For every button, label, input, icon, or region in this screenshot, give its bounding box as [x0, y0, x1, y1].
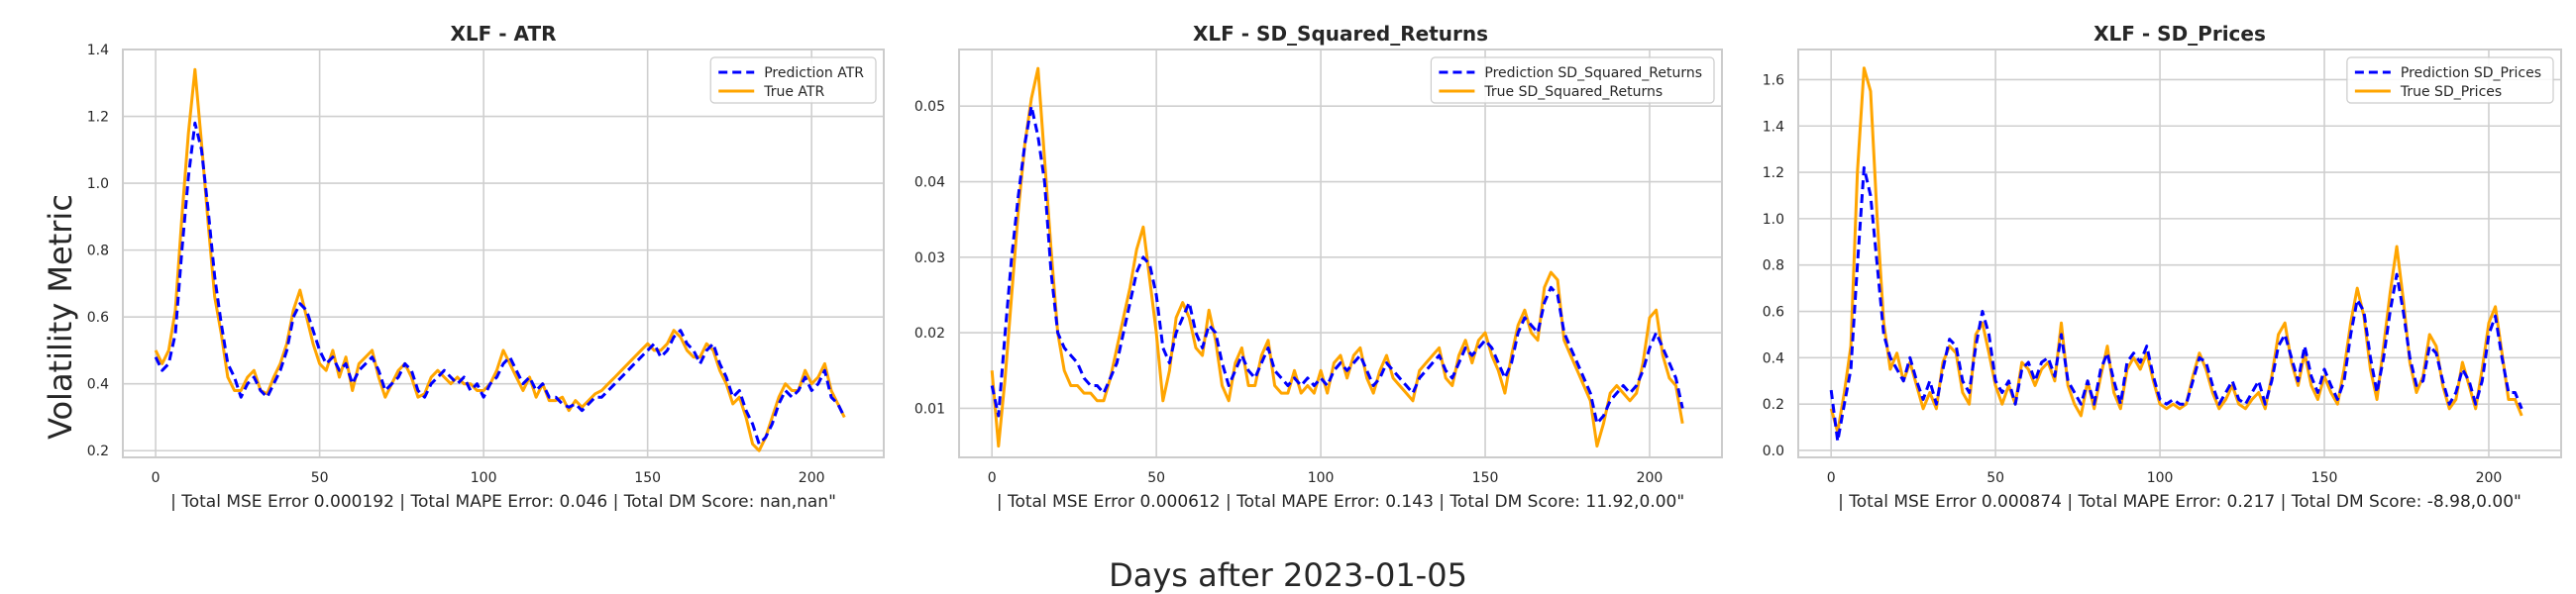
- y-tick-label: 0.01: [914, 401, 945, 417]
- x-tick-label: 0: [1827, 470, 1836, 486]
- y-tick-label: 0.8: [87, 244, 109, 259]
- legend-entry: True SD_Prices: [2400, 84, 2502, 100]
- y-tick-label: 0.4: [87, 377, 109, 393]
- y-tick-label: 1.2: [87, 110, 109, 126]
- y-tick-label: 1.0: [87, 176, 109, 192]
- figure-xlabel: Days after 2023-01-05: [1109, 556, 1467, 594]
- legend: Prediction ATR True ATR: [709, 56, 877, 104]
- x-tick-label: 100: [2147, 470, 2174, 486]
- y-tick-label: 0.03: [914, 250, 945, 266]
- x-tick-label: 150: [2311, 470, 2338, 486]
- legend-entry: Prediction SD_Prices: [2401, 65, 2541, 81]
- y-tick-label: 0.6: [87, 310, 109, 326]
- series-line-true: [990, 66, 1684, 448]
- chart-title: XLF - ATR: [450, 22, 556, 46]
- y-tick-label: 0.0: [1763, 444, 1784, 459]
- x-tick-label: 50: [1147, 470, 1165, 486]
- x-tick-label: 150: [1472, 470, 1499, 486]
- x-tick-label: 100: [1308, 470, 1335, 486]
- legend-entry: True SD_Squared_Returns: [1483, 84, 1663, 100]
- x-tick-label: 150: [634, 470, 661, 486]
- chart-title: XLF - SD_Squared_Returns: [1193, 22, 1488, 46]
- y-tick-label: 0.02: [914, 326, 945, 342]
- legend: Prediction SD_Prices True SD_Prices: [2346, 56, 2554, 104]
- y-tick-label: 1.0: [1763, 212, 1784, 228]
- series-line-prediction: [1829, 165, 2523, 444]
- chart-xlabel: | Total MSE Error 0.000612 | Total MAPE …: [997, 492, 1684, 512]
- chart-panel-2: 0 50 100 150 200 0.01 0.02 0.03 0.04 0.05 XLF - SD…: [914, 22, 1723, 512]
- x-tick-label: 200: [2476, 470, 2503, 486]
- y-tick-label: 0.2: [87, 444, 109, 459]
- chart-panel-3: 0 50 100 150 200 0.0 0.2 0.4 0.6 0.8 1.0 1.2 1.4 1.6 X…: [1763, 22, 2562, 512]
- chart-xlabel: | Total MSE Error 0.000874 | Total MAPE …: [1838, 492, 2522, 512]
- y-tick-label: 1.4: [87, 43, 109, 58]
- chart-panel-1: 0 50 100 150 200 0.2 0.4 0.6 0.8 1.0 1.2 1.4 XLF - A…: [87, 22, 885, 512]
- chart-xlabel: | Total MSE Error 0.000192 | Total MAPE …: [170, 492, 836, 512]
- legend-box: [2346, 56, 2554, 104]
- y-tick-label: 1.4: [1763, 119, 1784, 135]
- y-tick-label: 1.6: [1763, 72, 1784, 88]
- x-tick-label: 50: [311, 470, 329, 486]
- y-tick-label: 0.04: [914, 175, 945, 191]
- x-tick-label: 0: [152, 470, 161, 486]
- legend-box: [1430, 56, 1715, 104]
- x-tick-label: 0: [988, 470, 997, 486]
- plot-frame: [122, 49, 885, 458]
- chart-title: XLF - SD_Prices: [2093, 22, 2266, 46]
- x-tick-label: 50: [1986, 470, 2004, 486]
- y-tick-label: 0.8: [1763, 258, 1784, 274]
- legend: Prediction SD_Squared_Returns True SD_Squ…: [1430, 56, 1715, 104]
- x-tick-label: 100: [471, 470, 497, 486]
- y-tick-label: 0.6: [1763, 305, 1784, 321]
- y-tick-label: 1.2: [1763, 165, 1784, 181]
- y-tick-label: 0.4: [1763, 350, 1784, 366]
- figure-ylabel: Volatility Metric: [42, 194, 79, 440]
- series-line-prediction: [154, 121, 846, 446]
- chart-panels: 0 50 100 150 200 0.2 0.4 0.6 0.8 1.0 1.2 1.4 XLF - A…: [87, 22, 2562, 512]
- series-line-true: [1829, 66, 2523, 434]
- y-tick-label: 0.05: [914, 99, 945, 115]
- legend-entry: Prediction SD_Squared_Returns: [1484, 65, 1702, 81]
- series-line-true: [154, 67, 846, 452]
- series-line-prediction: [990, 104, 1684, 426]
- plot-frame: [1797, 49, 2562, 458]
- x-tick-label: 200: [799, 470, 825, 486]
- legend-entry: True ATR: [763, 84, 824, 100]
- legend-entry: Prediction ATR: [764, 65, 864, 81]
- x-tick-label: 200: [1637, 470, 1664, 486]
- y-tick-label: 0.2: [1763, 397, 1784, 413]
- plot-frame: [958, 49, 1723, 458]
